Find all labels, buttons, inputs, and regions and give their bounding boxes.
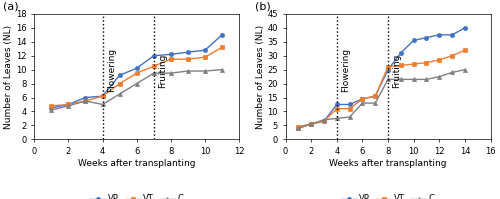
C [219, 68, 225, 71]
VT [360, 98, 366, 100]
Text: Flowering: Flowering [107, 48, 116, 92]
VT [308, 123, 314, 125]
VT [202, 56, 208, 58]
VT [151, 65, 157, 67]
VT [134, 72, 140, 74]
C [398, 78, 404, 81]
Line: VT: VT [49, 45, 224, 108]
C [185, 70, 191, 72]
C [116, 93, 122, 95]
C [436, 75, 442, 78]
Line: C: C [296, 68, 467, 130]
VP [66, 103, 71, 106]
VP [202, 49, 208, 51]
Legend: VP, VT, C: VP, VT, C [338, 191, 438, 199]
C [321, 119, 327, 121]
VP [308, 123, 314, 125]
VT [168, 58, 174, 60]
VP [346, 103, 352, 106]
VT [410, 63, 416, 65]
Line: VT: VT [296, 48, 467, 129]
C [308, 123, 314, 125]
X-axis label: Weeks after transplanting: Weeks after transplanting [78, 159, 196, 168]
VT [48, 105, 54, 107]
VP [424, 36, 430, 39]
VP [360, 98, 366, 100]
VT [219, 46, 225, 49]
Text: Fruiting: Fruiting [392, 53, 401, 88]
VP [185, 51, 191, 54]
C [100, 103, 105, 106]
Y-axis label: Number of Leaves (NL): Number of Leaves (NL) [256, 24, 264, 129]
VT [334, 107, 340, 110]
C [202, 70, 208, 72]
VP [296, 127, 302, 129]
C [296, 127, 302, 129]
VP [398, 52, 404, 54]
VT [296, 126, 302, 128]
VT [66, 103, 71, 106]
C [151, 72, 157, 74]
VP [134, 67, 140, 69]
C [66, 105, 71, 107]
Line: VP: VP [296, 26, 467, 130]
VT [372, 95, 378, 97]
VT [185, 58, 191, 60]
C [449, 71, 455, 74]
Text: (b): (b) [255, 1, 270, 11]
C [385, 78, 391, 81]
C [168, 72, 174, 74]
Line: C: C [49, 68, 224, 112]
VT [424, 61, 430, 64]
VT [385, 66, 391, 68]
Text: Fruiting: Fruiting [158, 53, 167, 88]
Text: Flowering: Flowering [340, 48, 349, 92]
C [410, 78, 416, 81]
C [372, 102, 378, 104]
C [462, 68, 468, 71]
Legend: VP, VT, C: VP, VT, C [86, 191, 186, 199]
C [346, 116, 352, 118]
VT [436, 59, 442, 61]
VP [82, 96, 88, 99]
Line: VP: VP [49, 33, 224, 110]
VT [346, 107, 352, 110]
Text: (a): (a) [4, 1, 19, 11]
VT [398, 64, 404, 67]
VP [436, 34, 442, 36]
VP [449, 34, 455, 36]
VT [321, 120, 327, 122]
C [424, 78, 430, 81]
Y-axis label: Number of Leaves (NL): Number of Leaves (NL) [4, 24, 13, 129]
VP [385, 68, 391, 71]
VP [462, 27, 468, 29]
VP [219, 34, 225, 36]
VT [82, 100, 88, 102]
VP [151, 55, 157, 57]
C [82, 100, 88, 102]
VP [168, 53, 174, 56]
C [360, 102, 366, 104]
VT [449, 55, 455, 57]
C [334, 117, 340, 120]
X-axis label: Weeks after transplanting: Weeks after transplanting [330, 159, 447, 168]
VT [116, 82, 122, 85]
VT [462, 49, 468, 51]
VP [334, 103, 340, 106]
VP [116, 74, 122, 76]
C [134, 82, 140, 85]
VT [100, 95, 105, 97]
VP [410, 39, 416, 42]
C [48, 109, 54, 111]
VP [321, 120, 327, 122]
VP [100, 95, 105, 97]
VP [372, 95, 378, 97]
VP [48, 107, 54, 109]
